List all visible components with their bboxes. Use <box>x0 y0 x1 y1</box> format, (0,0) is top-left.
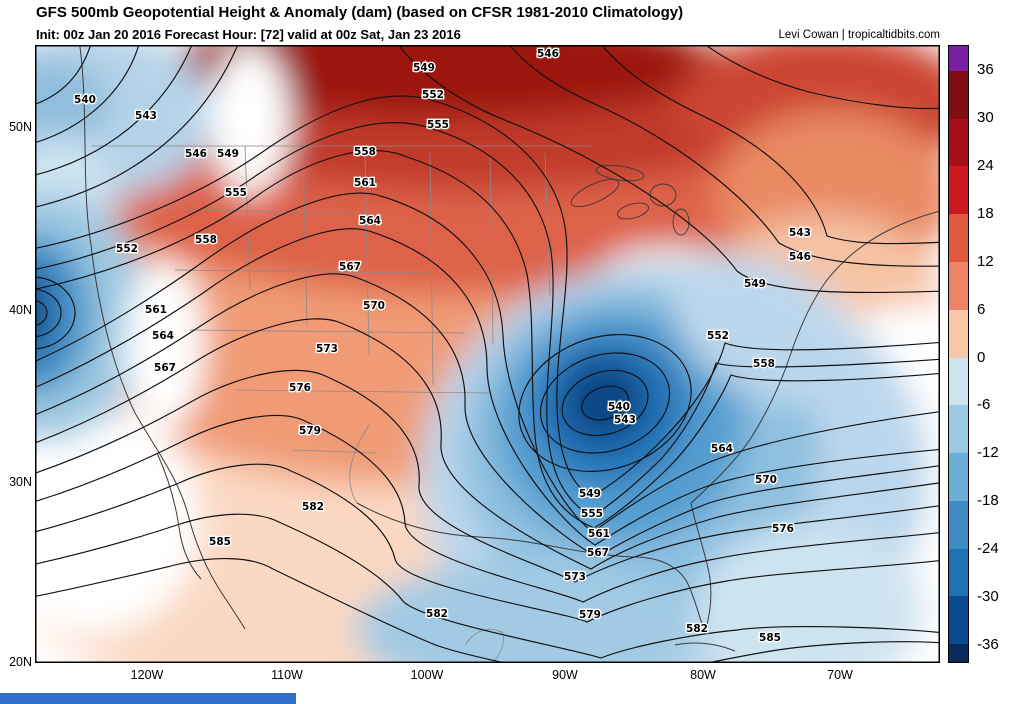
contour-label: 573 <box>316 343 338 355</box>
page-title: GFS 500mb Geopotential Height & Anomaly … <box>36 4 684 21</box>
contour-label: 567 <box>154 362 176 374</box>
contour-label: 576 <box>289 382 311 394</box>
contour-label: 582 <box>302 501 324 513</box>
colorbar-tick-label: 30 <box>977 108 994 126</box>
lon-tick-label: 80W <box>690 668 716 682</box>
contour-label: 546 <box>185 148 207 160</box>
lat-tick-label: 30N <box>9 475 32 489</box>
colorbar-segment <box>949 453 968 501</box>
contour-label: 585 <box>209 536 231 548</box>
lat-tick-label: 20N <box>9 655 32 669</box>
contour-label: 579 <box>299 425 321 437</box>
colorbar-tick-label: -12 <box>977 444 999 462</box>
contour-label: 543 <box>135 110 157 122</box>
contour-label: 561 <box>354 177 376 189</box>
colorbar-tick-label: -36 <box>977 636 999 654</box>
contour-label: 564 <box>359 215 381 227</box>
init-forecast-valid-line: Init: 00z Jan 20 2016 Forecast Hour: [72… <box>36 27 461 42</box>
credit-text: Levi Cowan | tropicaltidbits.com <box>778 29 941 41</box>
lon-tick-label: 100W <box>410 668 444 682</box>
contour-label: 555 <box>225 187 247 199</box>
contour-label: 543 <box>789 227 811 239</box>
anomaly-colorbar <box>948 45 969 663</box>
contour-label: 579 <box>579 609 601 621</box>
colorbar-tick-label: 36 <box>977 61 994 78</box>
bottom-bar-fragment[interactable] <box>0 693 296 704</box>
colorbar-segment <box>949 309 968 358</box>
colorbar-tick-label: 18 <box>977 204 994 222</box>
colorbar-segment <box>949 548 968 597</box>
lon-tick-label: 120W <box>130 668 164 682</box>
contour-label: 540 <box>74 94 96 106</box>
colorbar-segment <box>949 46 968 71</box>
contour-label: 552 <box>116 243 138 255</box>
contour-label: 561 <box>588 528 610 540</box>
contour-label: 567 <box>339 261 361 273</box>
colorbar-segment <box>949 261 968 310</box>
contour-label: 561 <box>145 304 167 316</box>
lon-tick-label: 70W <box>827 668 853 682</box>
colorbar-tick-label: 6 <box>977 300 986 318</box>
contour-label: 543 <box>614 414 636 426</box>
contour-label: 582 <box>686 623 708 635</box>
contour-label: 549 <box>217 148 239 160</box>
colorbar-tick-label: -6 <box>977 396 991 414</box>
contour-label: 549 <box>579 488 601 500</box>
lon-tick-label: 110W <box>271 668 303 682</box>
contour-label: 585 <box>759 632 781 644</box>
contour-label: 546 <box>537 48 559 60</box>
colorbar-segment <box>949 644 968 663</box>
contour-label: 558 <box>354 146 376 158</box>
colorbar-tick-label: 24 <box>977 156 994 174</box>
lat-tick-label: 50N <box>9 120 32 134</box>
colorbar-tick-label: 0 <box>977 348 986 366</box>
contour-label: 570 <box>363 300 385 312</box>
contour-label: 582 <box>426 608 448 620</box>
lat-tick-label: 40N <box>9 303 32 317</box>
contour-label: 558 <box>753 358 775 370</box>
colorbar-tick-label: -24 <box>977 540 999 558</box>
geography-layer <box>79 45 940 661</box>
contour-label: 552 <box>422 89 444 101</box>
contour-label: 555 <box>427 119 449 131</box>
contour-label: 549 <box>744 278 766 290</box>
contour-label: 555 <box>581 508 603 520</box>
lon-tick-label: 90W <box>552 668 578 682</box>
colorbar-segment <box>949 70 968 119</box>
contour-label: 549 <box>413 62 435 74</box>
contour-label: 564 <box>152 330 174 342</box>
colorbar-segment <box>949 166 968 215</box>
colorbar-segment <box>949 405 968 454</box>
colorbar-segment <box>949 118 968 167</box>
contour-label: 540 <box>608 401 630 413</box>
contour-label: 564 <box>711 443 733 455</box>
height-contours-layer <box>35 45 940 663</box>
colorbar-tick-label: -18 <box>977 492 999 510</box>
contour-label: 552 <box>707 330 729 342</box>
colorbar-segment <box>949 357 968 406</box>
colorbar-tick-label: -30 <box>977 588 999 606</box>
contour-label: 576 <box>772 523 794 535</box>
contour-label: 546 <box>789 251 811 263</box>
colorbar-tick-label: 12 <box>977 252 994 270</box>
anomaly-shading-layer <box>35 45 940 663</box>
colorbar-segment <box>949 214 968 262</box>
contour-label: 573 <box>564 571 586 583</box>
colorbar-segment <box>949 500 968 549</box>
colorbar-segment <box>949 596 968 645</box>
contour-label: 558 <box>195 234 217 246</box>
contour-label: 570 <box>755 474 777 486</box>
map-border <box>35 45 940 663</box>
contour-label: 567 <box>587 547 609 559</box>
